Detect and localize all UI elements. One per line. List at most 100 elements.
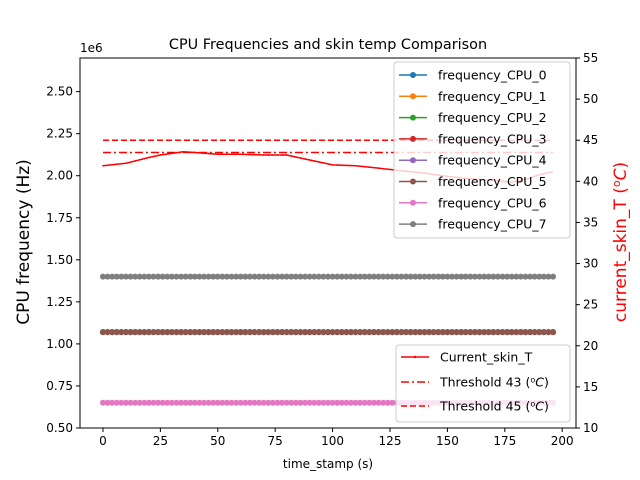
series-point [366,399,373,406]
series-point [201,273,207,280]
series-point [430,329,437,336]
series-point [201,329,207,336]
series-point [274,399,281,406]
temperature-point [382,167,384,170]
series-point [481,329,488,336]
series-point [352,329,359,336]
temperature-point [262,154,265,156]
series-point [320,329,327,336]
series-point [357,399,364,406]
series-point [246,399,253,406]
series-point [531,329,538,336]
series-point [292,399,299,406]
legend-label: frequency_CPU_7 [438,217,547,232]
series-point [113,329,120,336]
series-point [370,399,377,406]
series-point [210,329,217,336]
series-point [370,273,377,280]
series-point [531,273,538,280]
x-tick-label: 200 [551,434,574,448]
series-point [265,273,272,280]
label-unit: C [535,375,544,390]
temperature-point [350,164,352,167]
series-point [201,399,207,406]
series-point [228,399,235,406]
series-point [164,399,171,406]
y-left-tick-label: 1.00 [46,337,73,351]
series-point [99,273,106,280]
series-point [155,329,162,336]
series-point [366,273,373,280]
label-suffix: ) [544,399,549,414]
y-left-tick-label: 2.25 [46,127,73,141]
series-point [279,329,286,336]
temperature-point [143,157,146,160]
series-point [168,329,175,336]
series-point [384,399,391,406]
series-point [237,273,244,280]
series-point [187,399,194,406]
series-point [334,329,341,336]
series-point [407,329,414,336]
series-point [210,273,217,280]
temperature-point [304,158,306,160]
series-point [352,399,359,406]
series-point [288,273,295,280]
series-point [205,329,212,336]
series-point [173,329,180,336]
series-point [375,329,382,336]
temperature-point [226,153,228,155]
series-point [416,329,423,336]
series-point [357,273,364,280]
y-left-tick-label: 2.50 [46,85,73,99]
series-point [481,273,488,280]
temperature-point [391,168,394,171]
temperature-point [194,151,196,154]
x-tick-label: 25 [153,434,168,448]
temperature-point [313,160,316,162]
series-point [453,273,460,280]
y-left-tick-label: 1.25 [46,295,73,309]
series-point [315,273,322,280]
temperature-point [377,167,380,169]
series-point [242,273,249,280]
temperature-point [363,165,366,168]
series-point [159,399,166,406]
series-point [191,329,198,336]
series-point [122,329,129,336]
series-point [242,399,249,406]
series-point [476,273,483,280]
series-point [435,273,442,280]
series-point [132,329,139,336]
y-left-tick-label: 0.75 [46,379,73,393]
series-point [329,329,336,336]
series-point [145,273,152,280]
temperature-point [327,163,329,165]
series-point [311,329,318,336]
chart-title: CPU Frequencies and skin temp Comparison [169,37,487,53]
legend-marker [413,355,417,359]
temperature-point [207,152,210,155]
legend-frequencies: frequency_CPU_0 frequency_CPU_1 frequency_… [393,61,571,239]
x-tick-label: 75 [268,434,283,448]
series-point [283,399,290,406]
series-point [315,329,322,336]
series-point [540,273,547,280]
series-point [256,273,263,280]
label-super: o [530,375,535,384]
series-point [306,399,313,406]
series-point [449,273,455,280]
series-point [223,329,230,336]
series-point [490,329,497,336]
chart-marks [99,139,557,406]
series-point [145,399,152,406]
series-point [219,329,226,336]
series-point [384,329,391,336]
temperature-point [134,160,136,162]
temperature-point [318,161,320,163]
series-point [279,273,286,280]
series-point [132,273,139,280]
temperature-point [276,154,279,156]
series-point [527,329,534,336]
legend-item-frequency_CPU_0: frequency_CPU_0 [399,68,547,83]
